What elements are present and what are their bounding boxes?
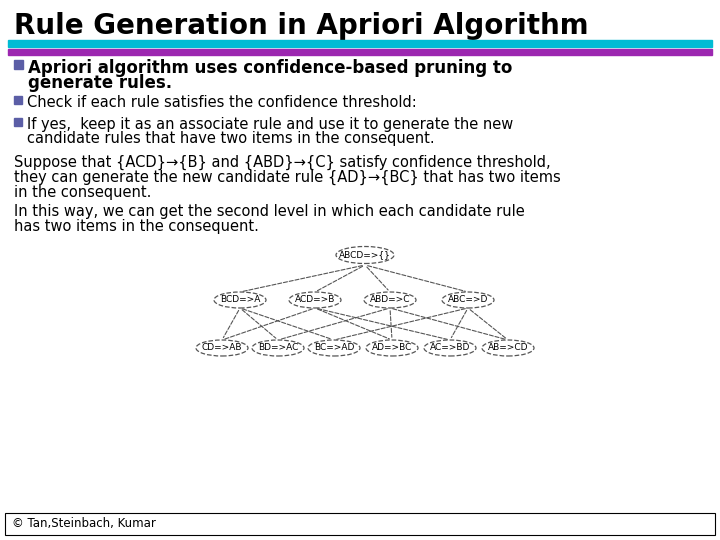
Bar <box>14 59 23 69</box>
Text: If yes,  keep it as an associate rule and use it to generate the new: If yes, keep it as an associate rule and… <box>27 117 513 132</box>
Ellipse shape <box>424 340 476 356</box>
Text: Rule Generation in Apriori Algorithm: Rule Generation in Apriori Algorithm <box>14 12 589 40</box>
Ellipse shape <box>366 340 418 356</box>
Text: has two items in the consequent.: has two items in the consequent. <box>14 219 259 234</box>
Ellipse shape <box>196 340 248 356</box>
Bar <box>8 49 712 55</box>
Text: AB=>CD: AB=>CD <box>487 343 528 353</box>
Ellipse shape <box>336 246 394 264</box>
Text: in the consequent.: in the consequent. <box>14 185 151 200</box>
Bar <box>14 118 22 126</box>
Ellipse shape <box>364 292 416 308</box>
Text: © Tan,Steinbach, Kumar: © Tan,Steinbach, Kumar <box>12 517 156 530</box>
Text: BD=>AC: BD=>AC <box>258 343 298 353</box>
Text: they can generate the new candidate rule {AD}→{BC} that has two items: they can generate the new candidate rule… <box>14 170 561 185</box>
Text: AD=>BC: AD=>BC <box>372 343 412 353</box>
Text: CD=>AB: CD=>AB <box>202 343 242 353</box>
Text: BCD=>A: BCD=>A <box>220 295 260 305</box>
Ellipse shape <box>308 340 360 356</box>
Text: Suppose that {ACD}→{B} and {ABD}→{C} satisfy confidence threshold,: Suppose that {ACD}→{B} and {ABD}→{C} sat… <box>14 155 551 170</box>
Text: generate rules.: generate rules. <box>28 74 172 92</box>
Ellipse shape <box>442 292 494 308</box>
Text: BC=>AD: BC=>AD <box>314 343 354 353</box>
Text: ABC=>D: ABC=>D <box>448 295 488 305</box>
Text: In this way, we can get the second level in which each candidate rule: In this way, we can get the second level… <box>14 204 525 219</box>
Bar <box>5 513 715 535</box>
Bar <box>14 96 22 104</box>
Text: ABCD=>{}: ABCD=>{} <box>339 251 391 260</box>
Ellipse shape <box>252 340 304 356</box>
Text: candidate rules that have two items in the consequent.: candidate rules that have two items in t… <box>27 131 435 146</box>
Ellipse shape <box>289 292 341 308</box>
Text: Apriori algorithm uses confidence-based pruning to: Apriori algorithm uses confidence-based … <box>28 59 513 77</box>
Text: AC=>BD: AC=>BD <box>430 343 470 353</box>
Ellipse shape <box>482 340 534 356</box>
Ellipse shape <box>214 292 266 308</box>
Text: Check if each rule satisfies the confidence threshold:: Check if each rule satisfies the confide… <box>27 95 417 110</box>
Bar <box>8 40 712 47</box>
Text: ACD=>B: ACD=>B <box>294 295 336 305</box>
Text: ABD=>C: ABD=>C <box>370 295 410 305</box>
